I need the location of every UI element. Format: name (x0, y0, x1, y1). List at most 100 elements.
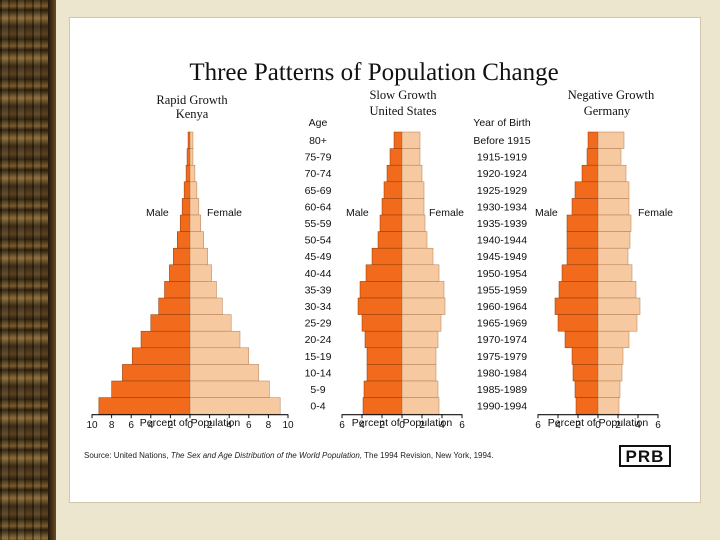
panel-3-female-bar (597, 181, 630, 199)
panel-3-female-bar (597, 314, 638, 332)
age-header: Age (309, 117, 328, 129)
panel-1-tick-label: 10 (282, 420, 294, 431)
birth-year-label: 1940-1944 (477, 235, 527, 247)
panel-1-female-bar (189, 148, 194, 166)
panel-2-tick-label: 6 (339, 420, 345, 431)
panel-3-male-bar (575, 397, 599, 415)
panel-1-male-bar (181, 198, 191, 216)
panel-1-female-bar (189, 247, 208, 266)
panel-1-tick-label: 2 (207, 420, 213, 431)
panel-2-male-bar (362, 397, 403, 415)
panel-2-female-bar (401, 231, 428, 249)
age-label: 80+ (309, 135, 327, 147)
panel-3-female-bar (597, 347, 624, 365)
age-label: 55-59 (305, 218, 332, 230)
age-label: 40-44 (305, 268, 332, 280)
birth-year-label: 1955-1959 (477, 284, 527, 296)
birth-year-label: 1920-1924 (477, 168, 527, 180)
panel-1-male-bar (187, 131, 191, 149)
birth-year-label: Before 1915 (473, 135, 530, 147)
panel-2-male-bar (386, 164, 403, 183)
panel-3-female-bar (597, 214, 632, 232)
chart-title: Three Patterns of Population Change (189, 59, 558, 86)
age-label: 20-24 (305, 334, 332, 346)
panel-1-country: Kenya (176, 107, 209, 121)
birth-year-label: 1965-1969 (477, 318, 527, 330)
panel-2-female-bar (401, 397, 440, 415)
panel-2-female-bar (401, 364, 437, 382)
panel-2-male-label: Male (346, 207, 369, 219)
panel-3-tick-label: 2 (575, 420, 581, 431)
age-label: 70-74 (305, 168, 332, 180)
panel-2-female-bar (401, 330, 439, 349)
slide: Three Patterns of Population Change Rapi… (70, 18, 700, 502)
panel-2-female-bar (401, 181, 425, 199)
panel-1-male-bar (186, 148, 191, 166)
panel-1-male-bar (173, 247, 191, 266)
age-label: 25-29 (305, 318, 332, 330)
panel-3-male-bar (554, 297, 599, 315)
panel-2-male-bar (361, 314, 403, 332)
panel-2-female-bar (401, 131, 421, 149)
panel-1-xlabel: Percent of Population (140, 417, 241, 429)
panel-1-male-bar (111, 380, 191, 398)
panel-3-tick-label: 6 (655, 420, 661, 431)
panel-1-male-label: Male (146, 207, 169, 219)
birth-year-label: 1915-1919 (477, 152, 527, 164)
panel-3-female-bar (597, 281, 637, 299)
source-work: The Sex and Age Distribution of the Worl… (171, 451, 362, 460)
age-label: 65-69 (305, 185, 332, 197)
panel-3-female-bar (597, 148, 622, 166)
panel-3-name: Negative Growth (568, 88, 655, 102)
panel-3-female-bar (597, 297, 641, 315)
panel-1-tick-label: 4 (226, 420, 232, 431)
panel-2-male-bar (366, 347, 403, 365)
panel-3-tick-label: 4 (635, 420, 641, 431)
panel-2-tick-label: 2 (419, 420, 425, 431)
panel-1-female-bar (189, 347, 250, 365)
birth-year-label: 1945-1949 (477, 251, 527, 263)
panel-3-xlabel: Percent of Population (548, 417, 649, 429)
panel-3-male-bar (581, 164, 599, 183)
birth-year-label: 1985-1989 (477, 384, 527, 396)
panel-2-xlabel: Percent of Population (352, 417, 453, 429)
panel-3-male-bar (571, 347, 599, 365)
panel-2-country: United States (369, 104, 436, 118)
panel-1-male-bar (177, 231, 191, 249)
panel-3-male-bar (574, 380, 599, 398)
panel-1-male-bar (185, 164, 191, 183)
birth-year-label: 1990-1994 (477, 401, 527, 413)
panel-2-male-bar (381, 198, 403, 216)
panel-3-tick-label: 0 (595, 420, 601, 431)
age-label: 10-14 (305, 367, 332, 379)
panel-2-male-bar (363, 380, 403, 398)
panel-3-male-label: Male (535, 207, 558, 219)
panel-2-female-bar (401, 264, 440, 282)
panel-1-tick-label: 8 (266, 420, 272, 431)
panel-1-male-bar (122, 364, 191, 382)
panel-3-male-bar (571, 198, 599, 216)
panel-2-female-bar (401, 314, 442, 332)
panel-2-female-bar (401, 347, 437, 365)
panel-2-female-label: Female (429, 207, 464, 219)
panel-1-male-bar (179, 214, 191, 232)
panel-2-male-bar (366, 364, 403, 382)
source-prefix: Source: United Nations, (84, 451, 171, 460)
panel-2-female-bar (401, 148, 421, 166)
panel-2-male-bar (389, 148, 403, 166)
panel-1-female-bar (189, 330, 241, 349)
source-note: Source: United Nations, The Sex and Age … (84, 451, 494, 460)
panel-1-tick-label: 10 (86, 420, 98, 431)
pyramid-bars (98, 131, 641, 415)
panel-1-female-bar (189, 397, 281, 415)
panel-2-tick-label: 4 (359, 420, 365, 431)
bamboo-border-edge (48, 0, 56, 540)
panel-1-tick-label: 6 (246, 420, 252, 431)
prb-logo: PRB (626, 447, 665, 466)
panel-2-female-bar (401, 214, 426, 232)
panel-1-tick-label: 6 (128, 420, 134, 431)
birth-year-label: 1970-1974 (477, 334, 527, 346)
panel-3-male-bar (572, 364, 599, 382)
panel-1-female-bar (189, 181, 198, 199)
panel-1-female-bar (189, 264, 212, 282)
